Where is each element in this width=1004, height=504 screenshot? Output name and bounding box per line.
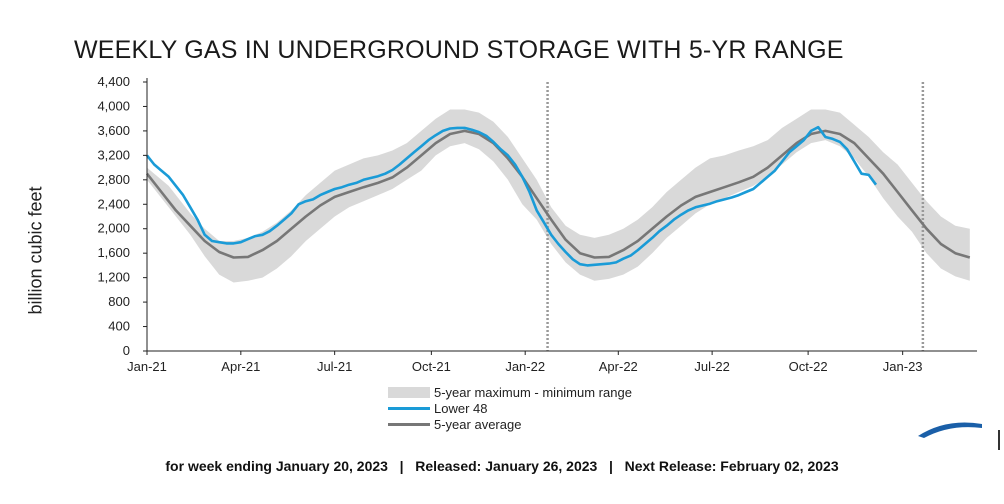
y-tick-label: 2,400 [97, 196, 130, 211]
x-tick-label: Jul-22 [694, 359, 729, 374]
legend-label-lower48: Lower 48 [434, 400, 488, 416]
legend-swatch-lower48 [388, 406, 430, 410]
y-tick-label: 2,800 [97, 172, 130, 187]
x-tick-label: Jul-21 [317, 359, 352, 374]
x-tick-label: Jan-21 [127, 359, 167, 374]
x-tick-label: Apr-21 [221, 359, 260, 374]
legend-swatch-average [388, 422, 430, 426]
legend-label-range: 5-year maximum - minimum range [434, 384, 632, 400]
axis-layer: 0 400 800 1,200 1,600 2,000 2,400 2,800 3,200 3,6… [97, 74, 977, 374]
y-tick-label: 1,600 [97, 245, 130, 260]
y-tick-label: 3,200 [97, 147, 130, 162]
release-info: for week ending January 20, 2023 | Relea… [0, 458, 1004, 474]
released-date: Released: January 26, 2023 [415, 458, 598, 474]
y-tick-label: 800 [108, 294, 130, 309]
five-year-average-line [145, 129, 971, 259]
range-band-layer [147, 109, 970, 283]
y-tick-label: 4,000 [97, 98, 130, 113]
y-tick-label: 0 [123, 343, 130, 358]
x-tick-label: Jan-23 [883, 359, 923, 374]
legend-swatch-range [388, 386, 430, 398]
x-tick-label: Jan-22 [505, 359, 545, 374]
y-tick-label: 1,200 [97, 270, 130, 285]
lower-48-line [145, 125, 878, 267]
legend-item-range: 5-year maximum - minimum range [388, 384, 632, 400]
legend-item-lower48: Lower 48 [388, 400, 632, 416]
eia-logo-fragment [916, 418, 986, 438]
x-tick-label: Apr-22 [599, 359, 638, 374]
y-tick-label: 400 [108, 319, 130, 334]
y-tick-label: 4,400 [97, 74, 130, 89]
chart-title: WEEKLY GAS IN UNDERGROUND STORAGE WITH 5… [74, 36, 844, 64]
y-tick-label: 2,000 [97, 221, 130, 236]
year-divider-layer [546, 82, 925, 351]
range-band [147, 109, 970, 283]
edge-bar [998, 430, 1000, 450]
separator: | [609, 458, 613, 474]
logo-swoosh-icon [918, 422, 982, 438]
legend: 5-year maximum - minimum range Lower 48 … [388, 384, 632, 432]
next-release-date: Next Release: February 02, 2023 [624, 458, 839, 474]
y-tick-label: 3,600 [97, 123, 130, 138]
x-tick-label: Oct-21 [412, 359, 451, 374]
legend-item-average: 5-year average [388, 416, 632, 432]
series-line-layer [145, 125, 971, 267]
week-ending: for week ending January 20, 2023 [165, 458, 388, 474]
x-tick-label: Oct-22 [789, 359, 828, 374]
legend-label-average: 5-year average [434, 416, 522, 432]
separator: | [399, 458, 404, 474]
